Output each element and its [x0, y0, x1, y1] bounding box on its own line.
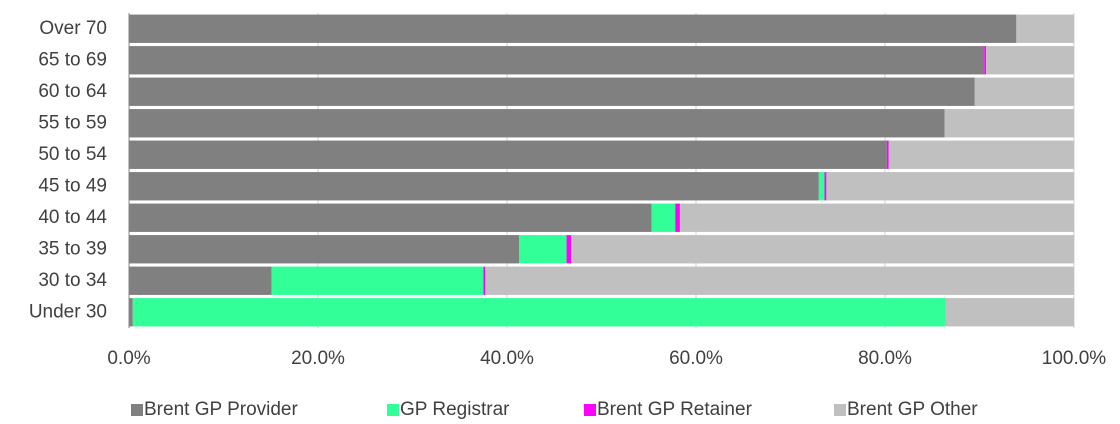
bar-segment [129, 77, 975, 106]
legend-label: Brent GP Provider [144, 399, 299, 420]
bar-segment [129, 266, 272, 295]
y-tick-label: Under 30 [29, 301, 107, 322]
bar-segment [129, 46, 985, 75]
bar-segment [1016, 14, 1074, 43]
y-tick-label: 40 to 44 [38, 207, 107, 228]
bar-segment [826, 172, 1074, 201]
bar-segment [485, 266, 1074, 295]
bar-segment [679, 203, 1074, 232]
x-tick-label: 60.0% [669, 348, 723, 369]
legend-swatch [584, 404, 596, 416]
bar-segment [986, 46, 1074, 75]
bar-segment [818, 172, 825, 201]
bar-segment [571, 235, 1074, 264]
bar-segment [945, 298, 1074, 327]
bar-segment [888, 140, 1074, 169]
legend-swatch [131, 404, 143, 416]
y-tick-label: 65 to 69 [38, 49, 107, 70]
bar-segment [129, 140, 887, 169]
legend-swatch [834, 404, 846, 416]
bar-segment [984, 46, 987, 75]
bar-segment [132, 298, 946, 327]
bar-segment [566, 235, 572, 264]
bar-segment [886, 140, 889, 169]
bar-segment [974, 77, 1074, 106]
bar-segment [129, 14, 1017, 43]
bar-segment [129, 203, 652, 232]
x-tick-label: 0.0% [107, 348, 150, 369]
bar-segment [129, 298, 133, 327]
bar-segment [519, 235, 567, 264]
y-tick-label: 45 to 49 [38, 175, 107, 196]
bar-segment [129, 172, 819, 201]
bar-segment [651, 203, 676, 232]
x-tick-label: 100.0% [1042, 348, 1107, 369]
bar-segment [944, 109, 1074, 138]
y-tick-label: Over 70 [39, 18, 107, 39]
legend-label: Brent GP Other [847, 399, 978, 420]
y-tick-label: 35 to 39 [38, 238, 107, 259]
y-tick-label: 55 to 59 [38, 112, 107, 133]
bar-segment [483, 266, 486, 295]
legend-swatch [387, 404, 399, 416]
bar-segment [271, 266, 484, 295]
bar-segment [824, 172, 827, 201]
bar-segment [675, 203, 680, 232]
legend-label: Brent GP Retainer [597, 399, 753, 420]
legend-label: GP Registrar [400, 399, 510, 420]
x-tick-label: 80.0% [858, 348, 912, 369]
y-tick-label: 50 to 54 [38, 144, 107, 165]
y-tick-label: 30 to 34 [38, 270, 107, 291]
x-tick-label: 40.0% [480, 348, 534, 369]
bar-segment [129, 109, 945, 138]
y-tick-label: 60 to 64 [38, 81, 107, 102]
bar-segment [129, 235, 520, 264]
x-tick-label: 20.0% [291, 348, 345, 369]
